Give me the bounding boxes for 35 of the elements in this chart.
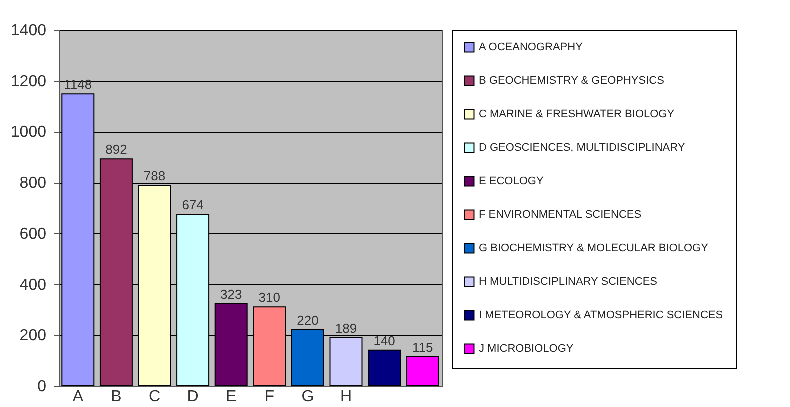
- x-tick-label: E: [226, 388, 237, 406]
- data-label: 220: [297, 313, 319, 328]
- y-tick-label: 400: [20, 276, 47, 294]
- y-tick-label: 1400: [10, 22, 47, 40]
- x-tick-label: C: [148, 388, 161, 406]
- data-label: 115: [412, 340, 434, 355]
- data-label: 189: [335, 320, 358, 336]
- y-tick-label: 200: [20, 328, 47, 345]
- data-label: 788: [144, 168, 166, 184]
- legend-label: G BIOCHEMISTRY & MOLECULAR BIOLOGY: [479, 242, 710, 254]
- legend-label: H MULTIDISCIPLINARY SCIENCES: [479, 276, 658, 288]
- x-tick-label: H: [340, 388, 352, 406]
- data-label: 674: [182, 198, 204, 213]
- data-label: 310: [258, 290, 280, 306]
- y-tick-label: 0: [38, 378, 47, 396]
- x-tick-label: A: [72, 388, 84, 406]
- legend-label: A OCEANOGRAPHY: [479, 42, 584, 54]
- y-tick-label: 1000: [10, 124, 47, 142]
- x-tick-label: F: [264, 388, 275, 406]
- legend-label: J MICROBIOLOGY: [479, 343, 574, 355]
- y-tick-label: 1200: [10, 73, 47, 90]
- data-label: 323: [220, 286, 242, 302]
- legend-label: F ENVIRONMENTAL SCIENCES: [479, 209, 642, 221]
- data-label: 140: [374, 333, 396, 348]
- y-tick-label: 800: [20, 175, 47, 192]
- x-tick-label: G: [302, 388, 314, 406]
- legend-label: C MARINE & FRESHWATER BIOLOGY: [479, 108, 676, 120]
- x-tick-label: D: [187, 388, 199, 406]
- legend-label: I METEOROLOGY & ATMOSPHERIC SCIENCES: [479, 310, 724, 322]
- y-tick-label: 600: [20, 226, 47, 243]
- data-label: 892: [106, 142, 128, 158]
- x-tick-label: B: [111, 388, 122, 406]
- legend-label: B GEOCHEMISTRY & GEOPHYSICS: [479, 75, 664, 87]
- legend-label: D GEOSCIENCES, MULTIDISCIPLINARY: [479, 142, 686, 154]
- legend-label: E ECOLOGY: [479, 176, 544, 188]
